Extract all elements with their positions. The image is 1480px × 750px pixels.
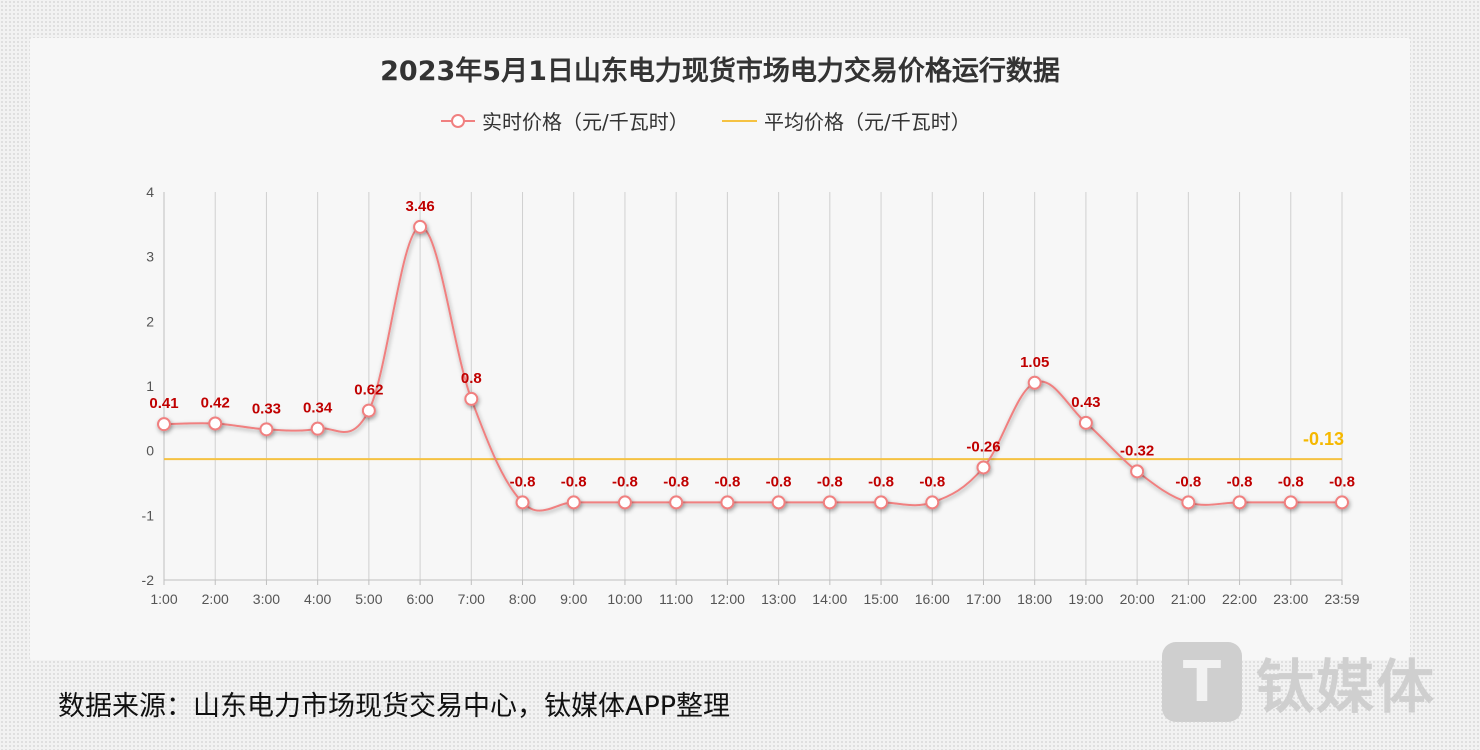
data-point[interactable] [413, 219, 428, 234]
data-label: -0.8 [1175, 473, 1201, 490]
y-tick-label: 3 [146, 249, 154, 265]
data-label: -0.8 [919, 473, 945, 490]
data-label: 0.43 [1071, 394, 1100, 411]
data-label: -0.8 [1227, 473, 1253, 490]
legend-label-average: 平均价格（元/千瓦时） [764, 110, 971, 134]
x-tick-label: 21:00 [1171, 591, 1206, 607]
x-tick-label: 22:00 [1222, 591, 1257, 607]
watermark-text: 钛媒体 [1256, 653, 1437, 721]
data-point[interactable] [617, 495, 632, 510]
data-point[interactable] [822, 495, 837, 510]
x-tick-label: 12:00 [710, 591, 745, 607]
data-point[interactable] [720, 495, 735, 510]
data-point[interactable] [1027, 375, 1042, 390]
data-point[interactable] [874, 495, 889, 510]
x-tick-label: 23:59 [1324, 591, 1359, 607]
y-tick-label: 1 [146, 378, 154, 394]
grid-lines [214, 192, 1343, 580]
x-tick-label: 20:00 [1120, 591, 1155, 607]
average-value-label: -0.13 [1303, 429, 1344, 449]
data-point[interactable] [1335, 495, 1349, 510]
data-point[interactable] [1283, 495, 1298, 510]
data-source-note: 数据来源：山东电力市场现货交易中心，钛媒体APP整理 [58, 691, 731, 722]
data-point[interactable] [157, 417, 171, 432]
data-labels: 0.41 0.42 0.33 0.34 0.62 3.46 0.8 -0.8 -0.8 -0.8 -… [149, 198, 1355, 490]
chart-panel [30, 38, 1410, 660]
x-tick-label: 16:00 [915, 591, 950, 607]
data-label: 0.8 [461, 370, 482, 387]
legend-item-realtime[interactable]: 实时价格（元/千瓦时） [441, 110, 689, 134]
data-label: -0.8 [1329, 473, 1355, 490]
watermark: T 钛媒体 [1162, 640, 1436, 724]
y-tick-label: 0 [146, 443, 154, 459]
x-tick-label: 6:00 [406, 591, 433, 607]
x-tick-label: 9:00 [560, 591, 587, 607]
x-tick-label: 8:00 [509, 591, 536, 607]
data-point[interactable] [1078, 415, 1093, 430]
data-label: 0.33 [252, 400, 281, 417]
data-label: -0.8 [663, 473, 689, 490]
data-label: 0.34 [303, 400, 333, 417]
data-label: -0.8 [1278, 473, 1304, 490]
x-tick-label: 14:00 [812, 591, 847, 607]
x-tick-label: 7:00 [458, 591, 485, 607]
x-tick-label: 15:00 [864, 591, 899, 607]
x-tick-label: 11:00 [659, 591, 693, 607]
data-point[interactable] [771, 495, 786, 510]
data-label: 3.46 [405, 198, 434, 215]
data-point[interactable] [515, 495, 530, 510]
series-realtime [157, 219, 1349, 512]
x-tick-label: 5:00 [355, 591, 382, 607]
legend: 实时价格（元/千瓦时） 平均价格（元/千瓦时） [441, 110, 971, 134]
data-point[interactable] [464, 391, 479, 406]
data-point[interactable] [1232, 495, 1247, 510]
data-label: -0.8 [510, 473, 536, 490]
x-tick-label: 4:00 [304, 591, 331, 607]
data-point[interactable] [669, 495, 684, 510]
x-tick-label: 10:00 [607, 591, 642, 607]
x-tick-label: 17:00 [966, 591, 1001, 607]
y-tick-label: 4 [146, 184, 154, 200]
data-label: -0.8 [868, 473, 894, 490]
x-tick-label: 19:00 [1068, 591, 1103, 607]
x-tick-label: 3:00 [253, 591, 280, 607]
average-line-group: -0.13 [164, 429, 1344, 461]
x-tick-label: 18:00 [1017, 591, 1052, 607]
data-point[interactable] [566, 495, 581, 510]
legend-item-average[interactable]: 平均价格（元/千瓦时） [722, 110, 971, 134]
series-line-realtime [163, 225, 1342, 512]
legend-label-realtime: 实时价格（元/千瓦时） [482, 110, 689, 134]
data-label: -0.32 [1120, 442, 1154, 459]
data-label: 0.42 [201, 395, 230, 412]
x-tick-label: 2:00 [202, 591, 229, 607]
data-label: 1.05 [1020, 354, 1049, 371]
x-tick-label: 1:00 [150, 591, 177, 607]
data-label: -0.8 [561, 473, 587, 490]
data-label: 0.41 [149, 395, 178, 412]
data-label: -0.8 [817, 473, 843, 490]
y-tick-label: 2 [146, 313, 154, 329]
y-tick-label: -1 [142, 507, 155, 523]
watermark-logo-icon: T [1162, 642, 1242, 722]
data-label: -0.8 [612, 473, 638, 490]
chart-title: 2023年5月1日山东电力现货市场电力交易价格运行数据 [380, 55, 1060, 87]
y-tick-label: -2 [142, 572, 155, 588]
data-label: 0.62 [354, 382, 383, 399]
data-point[interactable] [976, 460, 991, 475]
data-point[interactable] [208, 416, 223, 431]
x-tick-label: 23:00 [1273, 591, 1308, 607]
data-point[interactable] [310, 421, 325, 436]
data-point[interactable] [925, 495, 940, 510]
data-point[interactable] [259, 422, 274, 437]
data-label: -0.8 [766, 473, 792, 490]
axes: 4 3 2 1 0 -1 -2 1:00 2:00 3:00 4:00 5:00 6:00 7:00 8:0… [142, 184, 1360, 607]
data-point[interactable] [361, 403, 376, 418]
x-tick-label: 13:00 [761, 591, 796, 607]
data-label: -0.26 [966, 438, 1000, 455]
data-point[interactable] [1181, 495, 1196, 510]
data-point[interactable] [1130, 464, 1145, 479]
data-label: -0.8 [714, 473, 740, 490]
